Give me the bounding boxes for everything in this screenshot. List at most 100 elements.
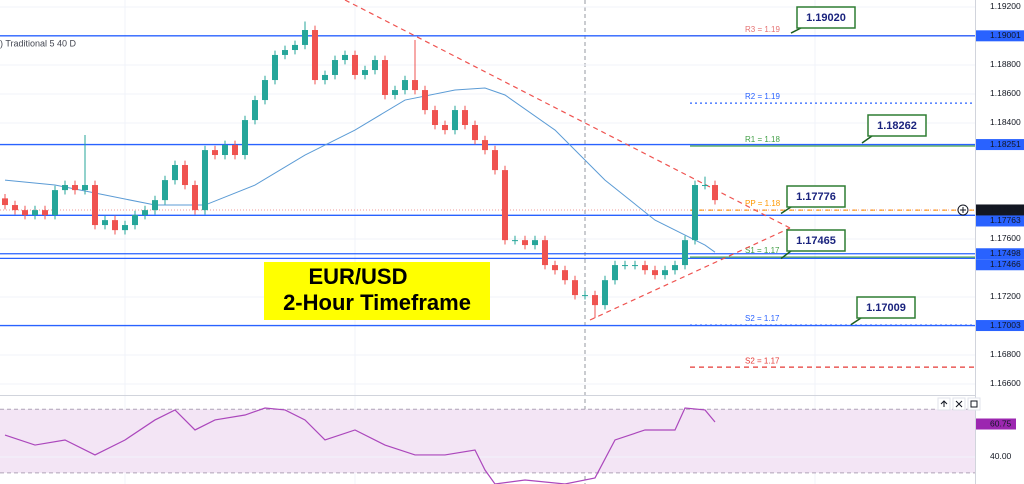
candle-body bbox=[242, 120, 248, 156]
candle-body bbox=[102, 220, 108, 226]
callout-box bbox=[867, 114, 927, 137]
button-max[interactable] bbox=[967, 397, 981, 411]
price-box bbox=[976, 320, 1024, 332]
annotation-line: EUR/USD bbox=[308, 264, 407, 289]
candle-body bbox=[82, 185, 88, 191]
pivot-label: R3 = 1.19 bbox=[745, 25, 780, 34]
y-tick-label: 1.19200 bbox=[990, 1, 1021, 11]
price-box-label: 1.17763 bbox=[990, 215, 1021, 225]
candle-body bbox=[392, 90, 398, 95]
crosshair-icon bbox=[960, 206, 966, 213]
pivot-label: S2 = 1.17 bbox=[745, 356, 780, 365]
candle-body bbox=[542, 240, 548, 266]
callout-arrow bbox=[790, 27, 802, 34]
candle-body bbox=[202, 150, 208, 211]
callout-label: 1.17009 bbox=[866, 302, 906, 314]
y-tick-label: 1.16600 bbox=[990, 378, 1021, 388]
pane-buttons[interactable] bbox=[937, 397, 981, 411]
candle-body bbox=[142, 210, 148, 216]
candle-body bbox=[302, 30, 308, 45]
price-box-label: 1.17800 bbox=[990, 204, 1021, 214]
candle-body bbox=[462, 110, 468, 125]
candle-body bbox=[432, 110, 438, 125]
y-tick-label: 1.18600 bbox=[990, 88, 1021, 98]
candle-body bbox=[492, 150, 498, 171]
callout-box bbox=[786, 229, 846, 252]
candle-body bbox=[92, 185, 98, 226]
candle-body bbox=[552, 265, 558, 271]
candle-body bbox=[292, 44, 298, 51]
callout-arrow bbox=[780, 206, 792, 215]
callout-arrow bbox=[780, 250, 792, 260]
candle-body bbox=[662, 270, 668, 276]
candle-body bbox=[232, 145, 238, 156]
candle-body bbox=[422, 90, 428, 111]
callout-label: 1.19020 bbox=[806, 12, 846, 24]
rsi-band-fill bbox=[0, 409, 975, 473]
candle-body bbox=[362, 70, 368, 75]
price-axis: 1.19200 1.18800 1.18600 1.18400 1.17600 1.172… bbox=[975, 0, 1024, 484]
candle-body bbox=[402, 80, 408, 91]
candle-body bbox=[442, 124, 448, 131]
candle-body bbox=[522, 240, 528, 246]
pivot-label: PP = 1.18 bbox=[745, 199, 781, 208]
candle-body bbox=[382, 60, 388, 95]
candle-body bbox=[172, 165, 178, 181]
y-tick-label: 1.17200 bbox=[990, 291, 1021, 301]
price-box-label: 1.19001 bbox=[990, 30, 1021, 40]
candle-body bbox=[192, 185, 198, 211]
candle-body bbox=[332, 60, 338, 75]
candle-body bbox=[272, 54, 278, 81]
candle-body bbox=[622, 265, 628, 267]
candle-body bbox=[52, 190, 58, 216]
candle-body bbox=[152, 200, 158, 211]
rsi-current-label: 60.75 bbox=[990, 418, 1012, 428]
annotation-line: 2-Hour Timeframe bbox=[283, 290, 471, 315]
candle-body bbox=[472, 124, 478, 141]
candle-body bbox=[22, 210, 28, 216]
icon bbox=[940, 400, 948, 407]
candle-body bbox=[252, 100, 258, 121]
axis-background bbox=[975, 0, 1024, 484]
candle-body bbox=[262, 80, 268, 101]
candle-body bbox=[512, 240, 518, 242]
price-box-label: 1.17003 bbox=[990, 320, 1021, 330]
callout-arrow bbox=[861, 135, 873, 144]
candle-body bbox=[692, 185, 698, 241]
candle-body bbox=[2, 198, 8, 206]
candle-body bbox=[672, 265, 678, 271]
candle-body bbox=[322, 74, 328, 81]
candle-body bbox=[572, 280, 578, 296]
candle-body bbox=[452, 110, 458, 131]
price-box bbox=[976, 30, 1024, 42]
candle-body bbox=[372, 60, 378, 71]
pivot-label: R2 = 1.19 bbox=[745, 92, 780, 101]
candle-body bbox=[72, 185, 78, 191]
candle-body bbox=[652, 270, 658, 276]
candle-body bbox=[342, 54, 348, 61]
callout-label: 1.18262 bbox=[877, 120, 917, 132]
callout-arrow bbox=[850, 317, 862, 326]
candle-body bbox=[42, 210, 48, 216]
callout-label: 1.17776 bbox=[796, 191, 836, 203]
candle-body bbox=[612, 265, 618, 281]
candle-body bbox=[632, 265, 638, 267]
candle-body bbox=[212, 150, 218, 156]
callout-box bbox=[796, 6, 856, 29]
candle-body bbox=[162, 180, 168, 201]
candle-body bbox=[282, 50, 288, 55]
trend-line bbox=[589, 227, 791, 321]
y-tick-label: 1.16800 bbox=[990, 349, 1021, 359]
rsi-tick-label: 40.00 bbox=[990, 451, 1012, 461]
candle-body bbox=[132, 215, 138, 226]
moving-average bbox=[4, 87, 716, 253]
callout-box bbox=[786, 185, 846, 208]
candle-body bbox=[412, 80, 418, 91]
price-box-label: 1.18251 bbox=[990, 139, 1021, 149]
candle-body bbox=[592, 295, 598, 306]
price-box bbox=[976, 215, 1024, 227]
price-box-label: 1.17498 bbox=[990, 248, 1021, 258]
